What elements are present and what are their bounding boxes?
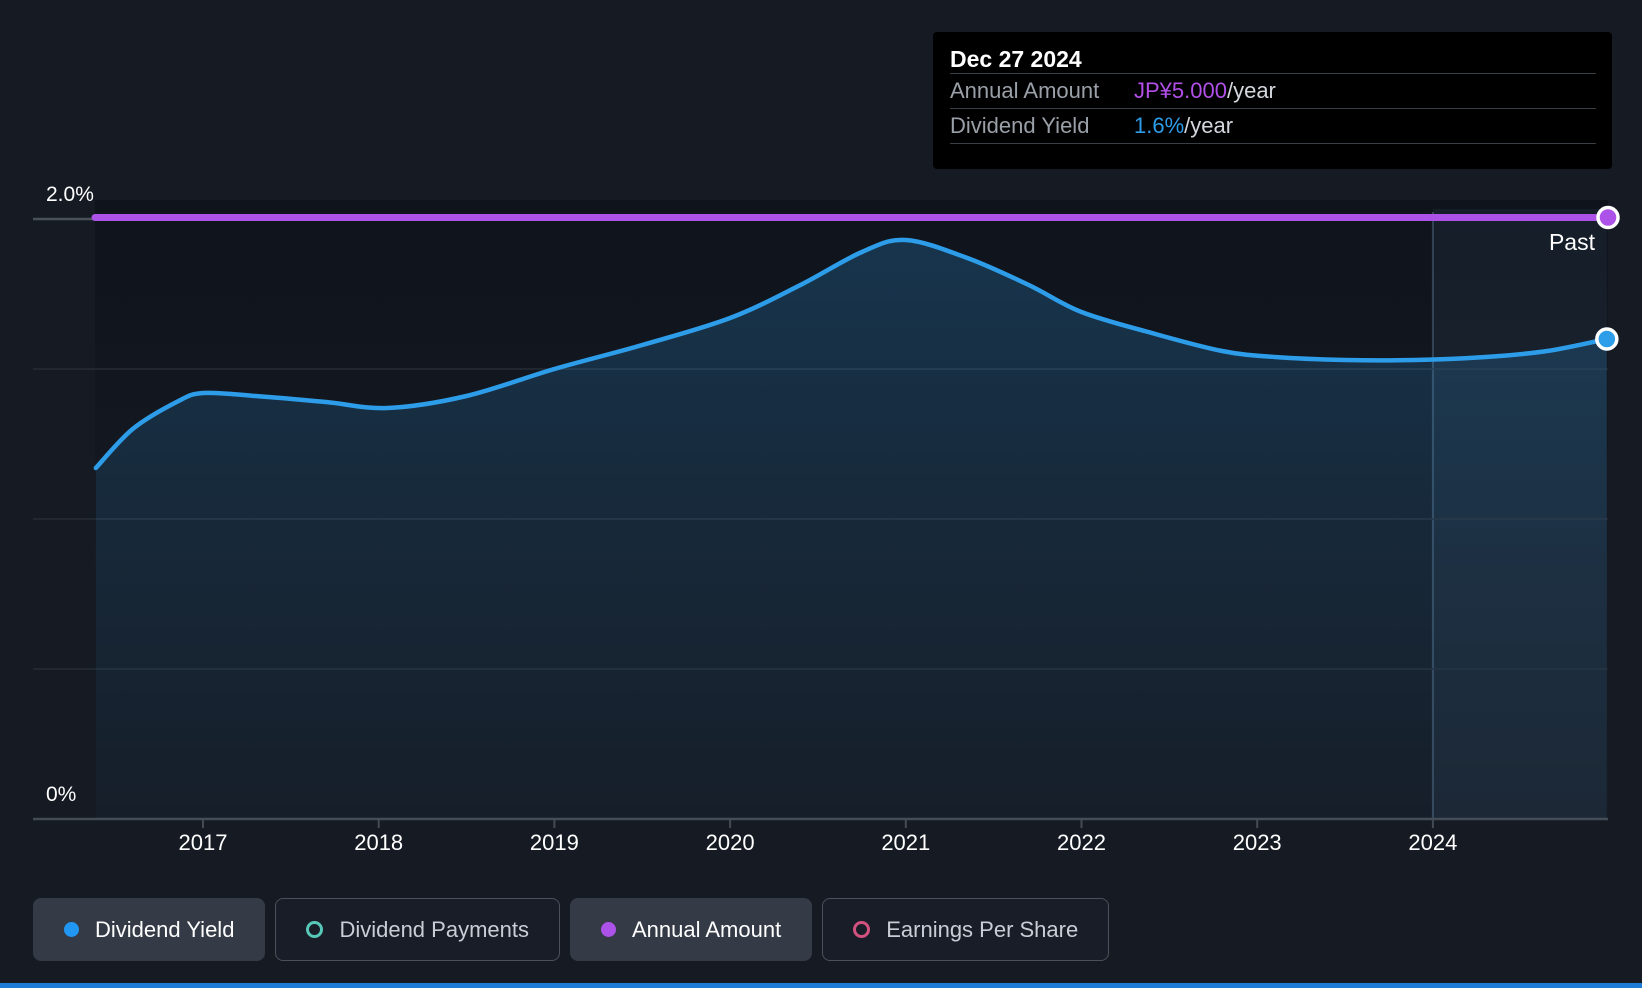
x-tick-label-2024: 2024 [1408, 830, 1457, 855]
legend-button-label: Annual Amount [631, 916, 782, 942]
legend-button-earnings-per-share[interactable]: Earnings Per Share [822, 898, 1110, 961]
chart-tooltip: Dec 27 2024 Annual Amount JP¥5.000/year … [933, 32, 1612, 169]
tooltip-row-dividend-yield: Dividend Yield 1.6%/year [950, 108, 1596, 143]
chart-legend: Dividend Yield Dividend Payments Annual Am… [33, 898, 1110, 961]
dividend-yield-line [93, 237, 1610, 471]
x-axis-labels: 2017 2018 2019 2020 2021 2022 2023 2024 [179, 830, 1458, 855]
bottom-accent-bar [0, 983, 1642, 988]
x-tick-label-2017: 2017 [179, 830, 228, 855]
tooltip-label: Dividend Yield [950, 113, 1090, 138]
tooltip-label: Annual Amount [950, 78, 1100, 103]
legend-button-dividend-payments[interactable]: Dividend Payments [275, 898, 560, 961]
x-tick-label-2018: 2018 [354, 830, 403, 855]
tooltip-row-annual-amount: Annual Amount JP¥5.000/year [950, 73, 1596, 108]
legend-button-label: Dividend Yield [95, 916, 235, 942]
x-tick-label-2021: 2021 [881, 830, 930, 855]
y-axis-label-2.0%: 2.0% [46, 183, 94, 206]
dividend-payments-marker-icon [306, 921, 324, 938]
legend-button-label: Earnings Per Share [886, 916, 1079, 942]
dividend-yield-end-marker [1595, 327, 1619, 351]
y-axis-label-0%: 0% [46, 783, 77, 806]
dividend-yield-marker-icon [64, 922, 79, 937]
tooltip-value: 1.6%/year [1134, 113, 1234, 138]
legend-button-label: Dividend Payments [339, 916, 529, 942]
legend-button-annual-amount[interactable]: Annual Amount [569, 898, 813, 961]
annual-amount-marker-icon [600, 922, 616, 937]
x-axis [202, 820, 1434, 828]
past-label: Past [1548, 229, 1595, 255]
legend-button-dividend-yield[interactable]: Dividend Yield [33, 898, 266, 961]
x-tick-label-2019: 2019 [530, 830, 579, 855]
x-tick-label-2020: 2020 [706, 830, 755, 855]
earnings-per-share-marker-icon [853, 921, 871, 938]
series-end-markers [1595, 205, 1620, 351]
dividend-yield-area [95, 239, 1607, 820]
annual-amount-end-marker [1596, 205, 1620, 230]
x-tick-label-2022: 2022 [1057, 830, 1106, 855]
tooltip-date: Dec 27 2024 [950, 46, 1082, 72]
tooltip-value: JP¥5.000/year [1134, 78, 1276, 103]
x-tick-label-2023: 2023 [1233, 830, 1282, 855]
tooltip-divider [950, 143, 1596, 144]
